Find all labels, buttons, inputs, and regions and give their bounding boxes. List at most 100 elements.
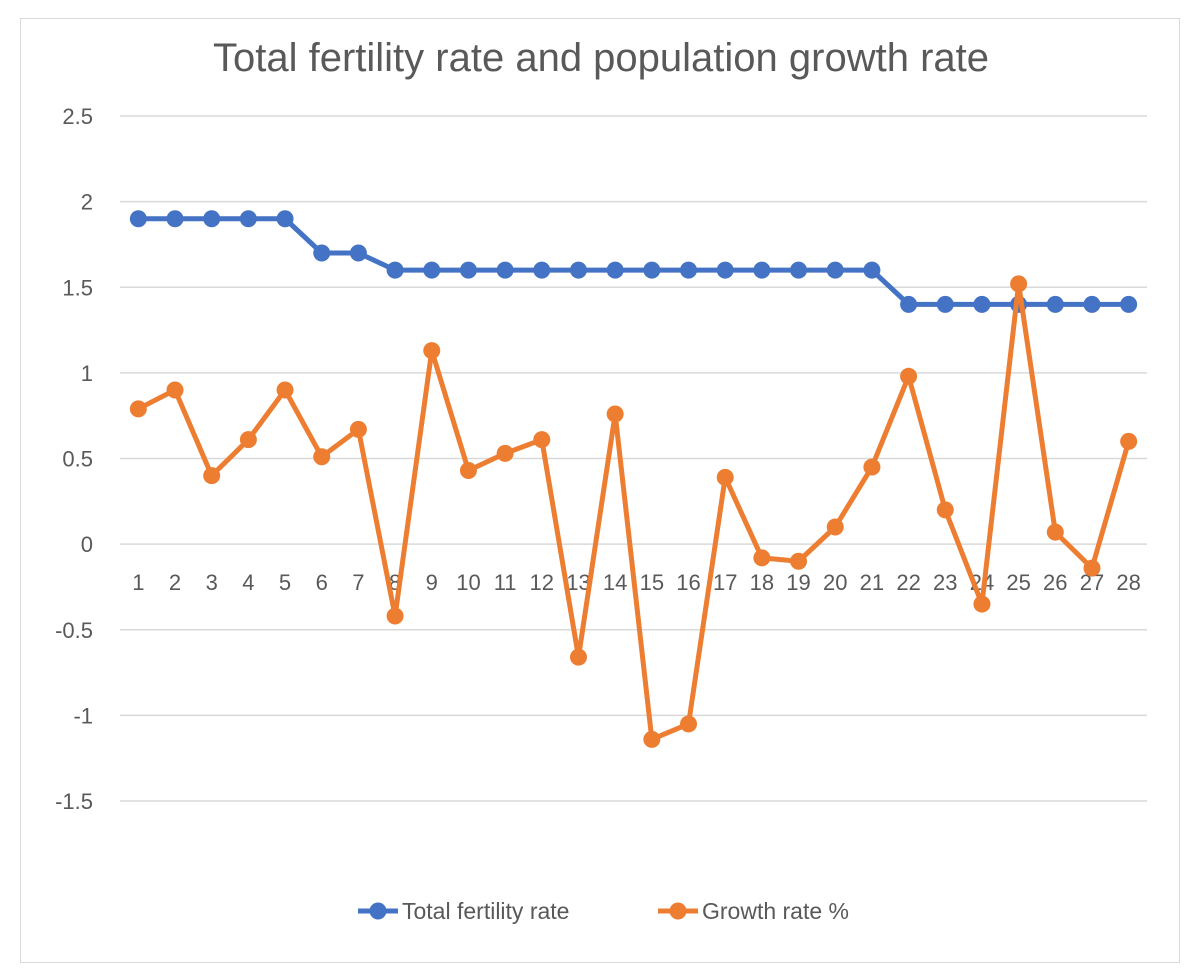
data-point [496,261,514,279]
data-point [533,261,551,279]
data-point [1120,295,1138,313]
y-tick-label: -1 [73,703,93,728]
data-point [203,210,221,228]
x-tick-label: 25 [1006,570,1030,595]
y-tick-label: 1.5 [62,275,93,300]
legend-label: Growth rate % [702,898,849,924]
data-point [276,381,294,399]
data-point [790,261,808,279]
data-point [606,405,624,423]
series-1 [129,210,1138,313]
data-point [753,549,771,567]
data-point [1010,275,1028,293]
x-tick-label: 22 [896,570,920,595]
data-point [863,261,881,279]
legend: Total fertility rate Growth rate % [358,898,849,924]
x-axis-tick-labels: 1 2 3 4 5 6 7 8 9 10 11 12 13 14 15 16 17 18 19 20 21 22 23 24 2… [132,570,1141,595]
x-tick-label: 1 [132,570,144,595]
data-point [349,244,367,262]
data-point [790,552,808,570]
legend-marker [369,902,387,920]
data-point [716,468,734,486]
data-point [680,261,698,279]
line-chart: Total fertility rate and population grow… [55,36,1147,924]
data-point [936,295,954,313]
x-tick-label: 28 [1116,570,1140,595]
x-tick-label: 26 [1043,570,1067,595]
data-point [313,244,331,262]
data-point [423,342,441,360]
x-tick-label: 15 [640,570,664,595]
data-point [863,458,881,476]
y-tick-label: 2.5 [62,104,93,129]
data-point [496,444,514,462]
x-tick-label: 12 [530,570,554,595]
data-point [716,261,734,279]
data-point [239,431,257,449]
data-point [166,210,184,228]
series-2 [129,275,1138,748]
chart-title: Total fertility rate and population grow… [213,36,989,80]
data-point [1083,559,1101,577]
data-point [129,400,147,418]
y-tick-label: 2 [81,190,93,215]
data-point [349,420,367,438]
legend-item: Growth rate % [658,898,849,924]
data-point [276,210,294,228]
x-tick-label: 4 [242,570,254,595]
data-point [643,730,661,748]
x-tick-label: 17 [713,570,737,595]
data-point [386,261,404,279]
x-tick-label: 23 [933,570,957,595]
data-point [936,501,954,519]
legend-label: Total fertility rate [402,898,569,924]
series-layer [129,210,1138,748]
data-point [569,648,587,666]
y-axis-tick-labels: 2.5 2 1.5 1 0.5 0 -0.5 -1 -1.5 [55,104,93,814]
data-point [533,431,551,449]
data-point [1046,295,1064,313]
x-tick-label: 11 [494,570,517,595]
data-point [1046,523,1064,541]
data-point [680,715,698,733]
series-line [138,216,1129,307]
legend-marker [669,902,687,920]
data-point [459,461,477,479]
x-tick-label: 9 [426,570,438,595]
y-tick-label: 1 [81,361,93,386]
data-point [313,448,331,466]
x-tick-label: 5 [279,570,291,595]
data-point [239,210,257,228]
data-point [386,607,404,625]
data-point [459,261,477,279]
chart-frame: Total fertility rate and population grow… [20,18,1180,963]
data-point [643,261,661,279]
y-tick-label: -1.5 [55,789,93,814]
x-tick-label: 3 [206,570,218,595]
data-point [423,261,441,279]
x-tick-label: 21 [860,570,884,595]
x-tick-label: 20 [823,570,847,595]
x-tick-label: 14 [603,570,627,595]
x-tick-label: 18 [750,570,774,595]
y-tick-label: -0.5 [55,618,93,643]
data-point [826,518,844,536]
data-point [203,467,221,485]
data-point [1120,432,1138,450]
data-point [129,210,147,228]
data-point [973,295,991,313]
data-point [569,261,587,279]
series-line [137,281,1132,742]
legend-item: Total fertility rate [358,898,569,924]
y-tick-label: 0.5 [62,447,93,472]
data-point [606,261,624,279]
data-point [900,367,918,385]
x-tick-label: 7 [352,570,364,595]
x-tick-label: 19 [786,570,810,595]
data-point [826,261,844,279]
y-tick-label: 0 [81,532,93,557]
gridlines [120,115,1147,802]
x-tick-label: 2 [169,570,181,595]
x-tick-label: 16 [676,570,700,595]
x-tick-label: 10 [456,570,480,595]
